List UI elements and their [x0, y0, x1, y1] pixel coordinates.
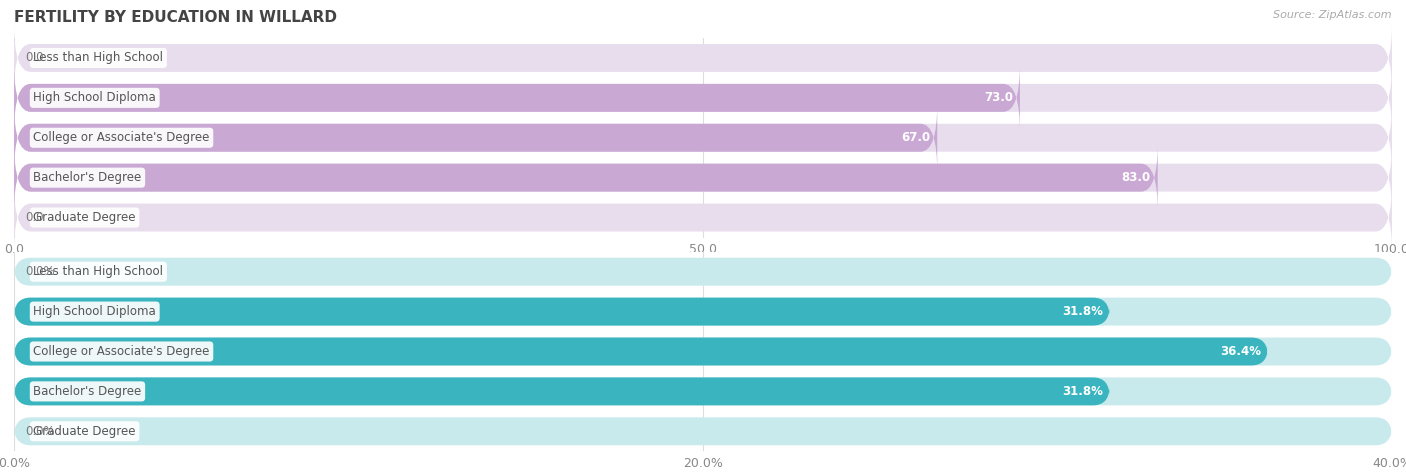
FancyBboxPatch shape	[14, 298, 1109, 325]
Text: High School Diploma: High School Diploma	[34, 91, 156, 104]
FancyBboxPatch shape	[14, 24, 1392, 92]
Text: College or Associate's Degree: College or Associate's Degree	[34, 131, 209, 144]
Text: 83.0: 83.0	[1122, 171, 1152, 184]
Text: Bachelor's Degree: Bachelor's Degree	[34, 385, 142, 398]
Text: Graduate Degree: Graduate Degree	[34, 211, 136, 224]
FancyBboxPatch shape	[14, 64, 1392, 132]
Text: 31.8%: 31.8%	[1062, 305, 1102, 318]
FancyBboxPatch shape	[14, 378, 1392, 405]
FancyBboxPatch shape	[14, 338, 1268, 365]
FancyBboxPatch shape	[14, 64, 1019, 132]
Text: High School Diploma: High School Diploma	[34, 305, 156, 318]
FancyBboxPatch shape	[14, 104, 1392, 171]
FancyBboxPatch shape	[14, 104, 938, 171]
Text: 36.4%: 36.4%	[1220, 345, 1261, 358]
FancyBboxPatch shape	[14, 298, 1392, 325]
Text: College or Associate's Degree: College or Associate's Degree	[34, 345, 209, 358]
Text: 0.0: 0.0	[25, 51, 44, 65]
FancyBboxPatch shape	[14, 258, 1392, 285]
Text: Source: ZipAtlas.com: Source: ZipAtlas.com	[1274, 10, 1392, 19]
FancyBboxPatch shape	[14, 338, 1392, 365]
FancyBboxPatch shape	[14, 144, 1157, 211]
Text: Less than High School: Less than High School	[34, 51, 163, 65]
Text: 0.0: 0.0	[25, 211, 44, 224]
Text: Graduate Degree: Graduate Degree	[34, 425, 136, 438]
Text: 67.0: 67.0	[901, 131, 931, 144]
FancyBboxPatch shape	[14, 184, 1392, 251]
Text: FERTILITY BY EDUCATION IN WILLARD: FERTILITY BY EDUCATION IN WILLARD	[14, 10, 337, 25]
Text: 31.8%: 31.8%	[1062, 385, 1102, 398]
FancyBboxPatch shape	[14, 378, 1109, 405]
FancyBboxPatch shape	[14, 418, 1392, 445]
Text: Less than High School: Less than High School	[34, 265, 163, 278]
Text: 0.0%: 0.0%	[25, 265, 55, 278]
Text: 0.0%: 0.0%	[25, 425, 55, 438]
FancyBboxPatch shape	[14, 144, 1392, 211]
Text: Bachelor's Degree: Bachelor's Degree	[34, 171, 142, 184]
Text: 73.0: 73.0	[984, 91, 1014, 104]
